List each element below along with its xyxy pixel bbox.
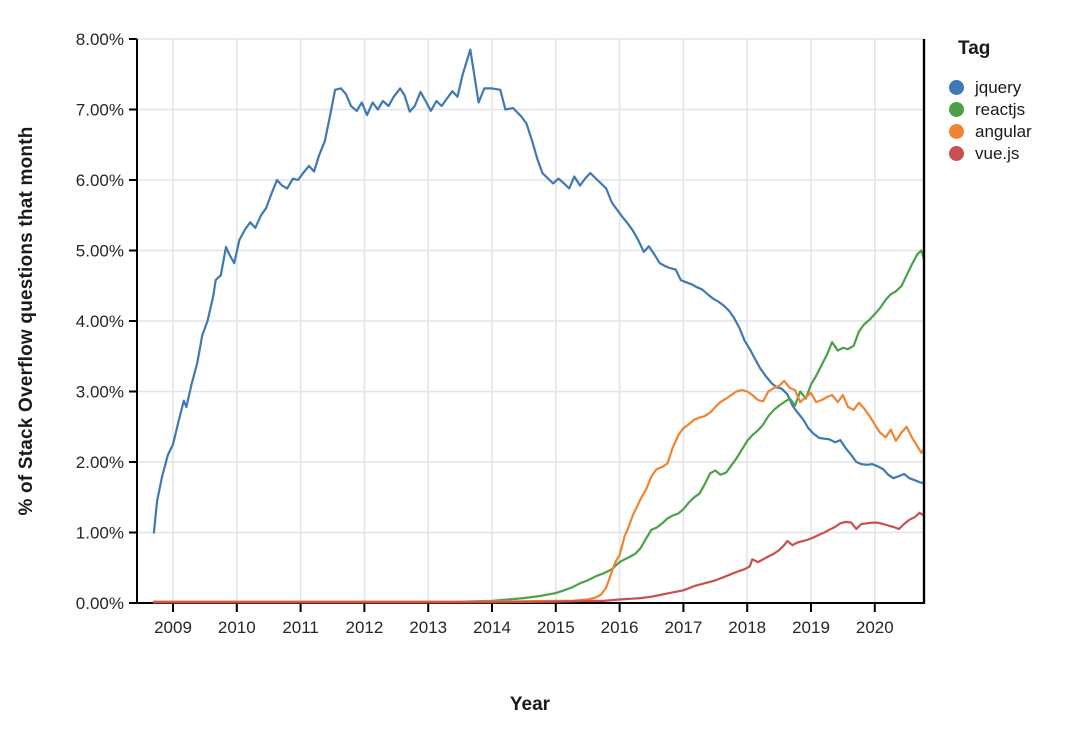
y-tick-label: 0.00% [76, 594, 124, 613]
legend-item-reactjs: reactjs [946, 100, 1076, 119]
legend-label: vue.js [975, 144, 1020, 163]
x-tick-label: 2016 [601, 618, 639, 637]
y-tick-label: 3.00% [76, 383, 124, 402]
y-tick-label: 6.00% [76, 171, 124, 190]
legend-title: Tag [958, 38, 991, 59]
legend-swatch-reactjs [949, 102, 964, 117]
y-tick-label: 5.00% [76, 242, 124, 261]
legend-label: jquery [975, 78, 1022, 97]
x-tick-label: 2020 [856, 618, 894, 637]
y-tick-label: 8.00% [76, 30, 124, 49]
x-tick-label: 2014 [473, 618, 511, 637]
legend-swatch-jquery [949, 80, 964, 95]
x-tick-label: 2018 [728, 618, 766, 637]
y-tick-label: 7.00% [76, 101, 124, 120]
series-line-reactjs [152, 249, 925, 604]
legend-label: reactjs [975, 100, 1026, 119]
legend-label: angular [975, 122, 1032, 141]
x-axis-title: Year [509, 694, 551, 715]
legend: Tag jquery reactjs angular vue.js [946, 38, 1076, 168]
x-tick-label: 2017 [664, 618, 702, 637]
series-line-vue.js [152, 511, 925, 604]
y-tick-label: 4.00% [76, 312, 124, 331]
series-line-jquery [152, 48, 925, 534]
x-tick-label: 2015 [537, 618, 575, 637]
y-tick-label: 1.00% [76, 524, 124, 543]
x-tick-label: 2012 [345, 618, 383, 637]
series-line-angular [152, 379, 925, 603]
y-tick-label: 2.00% [76, 453, 124, 472]
x-tick-label: 2019 [792, 618, 830, 637]
legend-swatch-angular [949, 124, 964, 139]
legend-item-angular: angular [946, 122, 1076, 141]
x-tick-label: 2013 [409, 618, 447, 637]
x-tick-label: 2011 [282, 618, 319, 637]
legend-item-jquery: jquery [946, 78, 1076, 97]
x-tick-label: 2009 [154, 618, 192, 637]
y-axis-title: % of Stack Overflow questions that month [16, 126, 37, 516]
legend-items: jquery reactjs angular vue.js [946, 78, 1076, 163]
legend-item-vue.js: vue.js [946, 144, 1076, 163]
legend-swatch-vue.js [949, 146, 964, 161]
x-tick-label: 2010 [218, 618, 256, 637]
